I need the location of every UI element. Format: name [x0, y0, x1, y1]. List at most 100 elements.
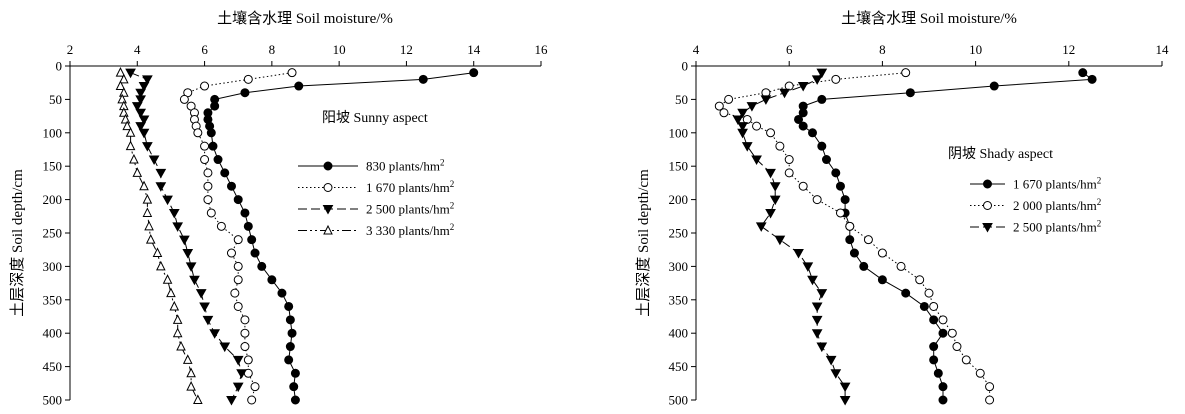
data-point [775, 141, 785, 151]
data-point [243, 74, 253, 84]
data-point [257, 261, 267, 271]
x-tick-label: 8 [269, 42, 276, 57]
data-point [125, 127, 136, 137]
data-point [200, 141, 210, 151]
data-point [240, 328, 250, 338]
y-tick-label: 350 [669, 292, 689, 307]
data-point [287, 328, 297, 338]
data-point [752, 121, 762, 131]
data-point [236, 369, 247, 379]
data-point [719, 108, 729, 118]
y-tick-label: 300 [43, 259, 63, 274]
data-point [162, 274, 173, 284]
chart-title: 土壤含水理 Soil moisture/% [841, 9, 1017, 27]
x-tick-label: 2 [67, 42, 74, 57]
data-point [290, 368, 300, 378]
data-point [189, 275, 200, 286]
data-point [200, 81, 210, 91]
data-point [840, 195, 850, 205]
data-point [156, 260, 166, 271]
data-point [797, 82, 809, 92]
data-point [802, 262, 814, 272]
y-axis-label: 土层深度 Soil depth/cm [635, 169, 652, 317]
legend-entry: 830 plants/hm2 [298, 158, 445, 174]
data-point [811, 315, 823, 326]
data-point [961, 355, 971, 365]
y-tick-label: 250 [43, 226, 63, 241]
data-point [240, 208, 250, 218]
data-point [176, 340, 186, 351]
data-point [817, 141, 827, 151]
data-point [929, 315, 939, 325]
data-point [233, 275, 243, 285]
data-point [863, 235, 873, 245]
data-point [243, 355, 253, 365]
data-point [131, 102, 143, 112]
data-point [929, 301, 939, 311]
data-point [845, 235, 855, 245]
data-point [155, 168, 167, 179]
data-point [120, 113, 131, 124]
data-point [1087, 74, 1097, 84]
data-point [168, 208, 180, 219]
data-point [760, 95, 772, 105]
data-point [289, 382, 299, 392]
data-point [714, 101, 724, 111]
data-point [119, 73, 129, 84]
y-tick-label: 0 [682, 59, 689, 74]
legend-label: 2 500 plants/hm2 [1013, 219, 1101, 235]
data-point [122, 120, 133, 131]
data-point [746, 102, 758, 112]
data-point [839, 382, 851, 393]
x-tick-label: 8 [879, 42, 886, 57]
data-point [117, 93, 127, 104]
x-tick-label: 12 [1062, 42, 1075, 57]
legend-entry: 2 000 plants/hm2 [970, 197, 1101, 213]
legend-label-superscript: 2 [1097, 219, 1102, 229]
series-3 [125, 68, 247, 406]
y-tick-label: 400 [669, 326, 689, 341]
data-point [138, 128, 150, 139]
data-point [142, 207, 153, 217]
data-point [138, 82, 150, 92]
x-tick-label: 4 [693, 42, 700, 57]
legend-label: 1 670 plants/hm2 [366, 179, 454, 195]
data-point [830, 369, 842, 379]
aspect-annotation: 阴坡 Shady aspect [948, 146, 1053, 162]
data-point [172, 327, 183, 338]
data-point [186, 367, 196, 378]
series-2 [714, 68, 995, 405]
legend-label-text: 2 500 plants/hm [366, 202, 450, 217]
x-tick-label: 6 [786, 42, 793, 57]
data-point [798, 121, 808, 131]
data-point [203, 195, 213, 205]
legend-marker [983, 179, 992, 189]
data-point [226, 181, 236, 191]
data-point [839, 396, 851, 406]
data-point [186, 381, 196, 391]
data-point [816, 342, 828, 353]
data-point [179, 94, 189, 104]
data-point [905, 88, 915, 98]
x-tick-label: 10 [969, 42, 982, 57]
legend-label-superscript: 2 [450, 222, 455, 232]
data-point [285, 342, 295, 352]
data-point [469, 68, 479, 78]
y-tick-label: 100 [43, 125, 63, 140]
legend-marker [323, 224, 333, 235]
data-point [182, 354, 193, 364]
y-tick-label: 400 [43, 326, 63, 341]
data-point [947, 328, 957, 338]
data-point [185, 262, 197, 272]
data-point [216, 221, 226, 231]
legend-label-text: 830 plants/hm [366, 159, 440, 174]
data-point [831, 74, 841, 84]
data-point [232, 355, 244, 366]
data-point [233, 301, 243, 311]
legend-marker [323, 161, 333, 171]
series-line [737, 72, 846, 400]
data-point [285, 315, 295, 325]
data-point [233, 235, 243, 245]
data-point [779, 88, 790, 99]
data-point [919, 301, 929, 311]
